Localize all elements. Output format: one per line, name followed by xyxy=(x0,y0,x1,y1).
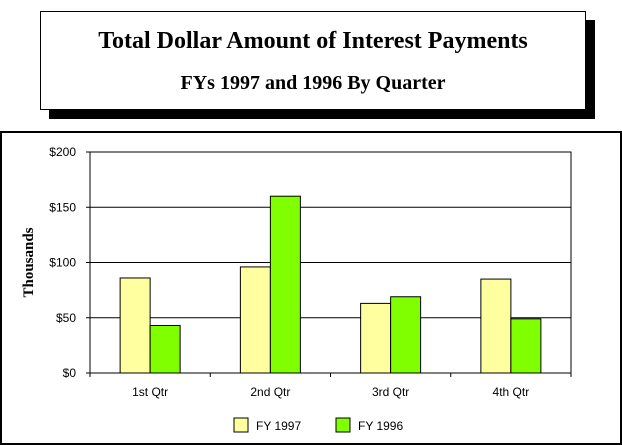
chart-frame: $0 $50 $100 $150 $200 Thousands 1st Qtr 2nd Qtr… xyxy=(0,131,622,445)
chart-title: Total Dollar Amount of Interest Payments xyxy=(98,28,528,54)
x-tick-label: 2nd Qtr xyxy=(250,385,290,399)
bar-fy-1997 xyxy=(360,302,392,374)
bar-fy-1997 xyxy=(239,266,271,374)
title-box: Total Dollar Amount of Interest Payments… xyxy=(40,11,586,110)
bar-fy-1996 xyxy=(149,324,181,374)
y-tick-label: $150 xyxy=(49,200,76,214)
y-tick-label: $0 xyxy=(63,366,77,380)
bar-fy-1996 xyxy=(390,296,422,374)
bar-fy-1997 xyxy=(480,278,512,374)
x-tick-label: 4th Qtr xyxy=(493,385,530,399)
legend-label: FY 1997 xyxy=(256,419,301,433)
bar-fy-1996 xyxy=(269,195,301,374)
bar-fy-1997 xyxy=(119,277,151,374)
chart-subtitle: FYs 1997 and 1996 By Quarter xyxy=(180,72,446,94)
bar-chart: $0 $50 $100 $150 $200 Thousands 1st Qtr 2nd Qtr… xyxy=(21,145,572,433)
y-axis-label: Thousands xyxy=(21,227,37,297)
legend-swatch xyxy=(335,417,351,433)
y-tick-label: $50 xyxy=(56,311,76,325)
bar-fy-1996 xyxy=(510,318,542,374)
x-tick-label: 1st Qtr xyxy=(132,385,168,399)
legend-label: FY 1996 xyxy=(358,419,403,433)
y-tick-label: $200 xyxy=(49,145,76,159)
legend-swatch xyxy=(233,417,249,433)
y-tick-label: $100 xyxy=(49,256,76,270)
x-tick-label: 3rd Qtr xyxy=(372,385,409,399)
